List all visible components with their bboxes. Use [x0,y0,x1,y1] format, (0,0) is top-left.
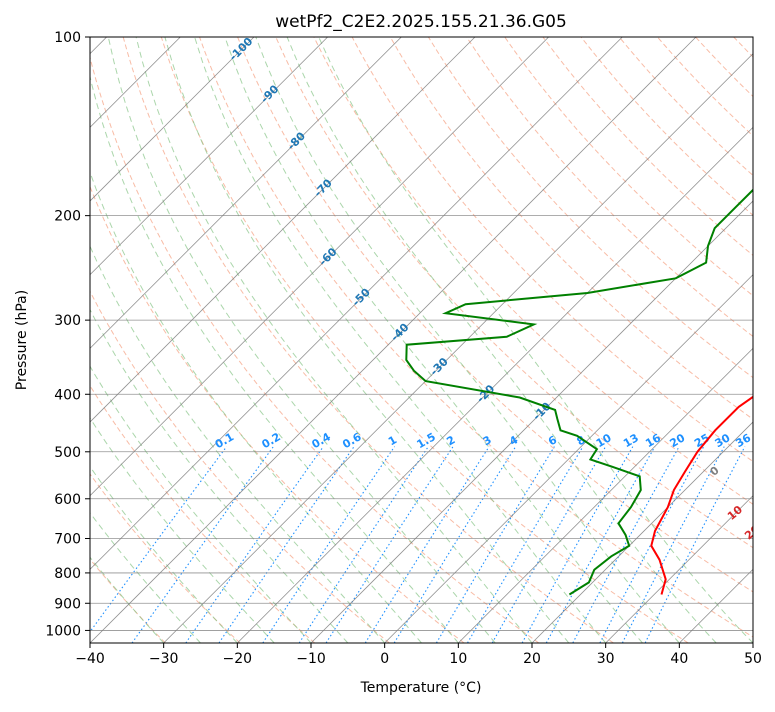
dry-adiabat-label: -100 [227,35,256,64]
y-tick-label: 1000 [45,623,81,639]
dry-adiabat-line [734,37,775,643]
isotherm-line [679,37,775,643]
dry-adiabat-line [314,37,775,643]
isotherm-line [532,37,775,643]
moist-adiabat-label: 40 [771,590,775,610]
x-axis-label: Temperature (°C) [360,680,482,696]
isotherm-line [237,37,775,643]
background-lines [0,37,775,643]
y-tick-label: 400 [54,387,81,403]
isotherm-line [16,37,622,643]
dry-adiabat-line [9,37,390,643]
x-tick-label: 10 [449,651,467,667]
mixing-ratio-label: 0.2 [260,430,283,451]
mixing-ratio-label: 0.1 [213,430,236,451]
dry-adiabat-label: -40 [388,320,411,343]
mixing-ratio-line [436,447,554,643]
mixing-ratio-line [394,447,516,643]
mixing-ratio-line [365,447,489,643]
mixing-ratio-line [82,447,227,643]
x-tick-label: −40 [75,651,105,667]
mixing-ratio-label: 1 [386,433,399,448]
dry-adiabat-line [390,37,775,643]
y-tick-label: 600 [54,492,81,508]
y-tick-label: 800 [54,566,81,582]
y-tick-label: 900 [54,596,81,612]
mixing-ratio-label: 13 [621,431,641,450]
mixing-ratio-line [645,447,745,643]
y-tick-label: 300 [54,313,81,329]
dry-adiabat-line [428,37,775,643]
dry-adiabat-label: -90 [258,82,281,105]
mixing-ratio-line [186,447,323,643]
dry-adiabat-label: -50 [350,285,373,308]
dry-adiabat-line [276,37,775,643]
isotherm-line [385,37,775,643]
dry-adiabat-label: -70 [312,176,335,199]
mixing-ratio-label: 16 [643,431,663,450]
moist-adiabat-label: 20 [742,522,762,542]
moist-adiabat-label: 0 [707,464,721,479]
temperature-line [651,37,775,595]
dry-adiabat-line [467,37,775,643]
isotherm-line [0,37,401,643]
mixing-ratio-label: 2 [444,433,457,448]
moist-adiabat-line [5,158,311,643]
moist-adiabat-label: 10 [725,503,745,523]
dry-adiabat-label: -80 [285,129,308,152]
dry-adiabat-line [657,37,775,643]
chart-title: wetPf2_C2E2.2025.155.21.36.G05 [275,12,567,32]
dry-adiabat-line [0,37,315,643]
x-tick-label: 20 [523,651,541,667]
mixing-ratio-label: 3 [481,433,494,448]
mixing-ratio-label: 30 [713,431,733,450]
moist-adiabat-line [287,37,716,643]
y-tick-label: 100 [54,30,81,46]
mixing-ratio-label: 20 [667,431,687,450]
moist-adiabat-line [165,37,569,643]
y-tick-label: 500 [54,445,81,461]
dry-adiabat-line [696,37,775,643]
dry-adiabat-label: -60 [316,245,339,268]
x-tick-label: 30 [597,651,615,667]
mixing-ratio-label: 36 [733,431,753,450]
x-tick-label: 40 [670,651,688,667]
isotherm-line [0,37,328,643]
moist-adiabat-line [108,37,495,643]
isotherm-line [311,37,775,643]
x-tick-label: −30 [149,651,179,667]
mixing-ratio-line [219,447,354,643]
x-tick-label: 0 [380,651,389,667]
mixing-ratio-label: 6 [546,433,559,448]
x-tick-label: −20 [223,651,253,667]
y-tick-label: 700 [54,532,81,548]
isotherm-line [0,37,254,643]
x-tick-label: −10 [296,651,326,667]
dry-adiabat-line [352,37,775,643]
mixing-ratio-line [263,447,395,643]
moist-adiabat-label: 30 [754,562,774,582]
dry-adiabat-line [161,37,688,643]
dry-adiabat-line [505,37,775,643]
mixing-ratio-line [468,447,583,643]
y-tick-label: 200 [54,209,81,225]
x-tick-label: 50 [744,651,762,667]
dry-adiabat-line [543,37,775,643]
dry-adiabat-line [581,37,775,643]
mixing-ratio-label: 0.6 [340,430,364,451]
dry-adiabat-line [238,37,775,643]
mixing-ratio-label: 1.5 [415,430,438,451]
moist-adiabat-line [0,189,237,644]
mixing-ratio-label: 0.4 [309,430,333,451]
y-axis-label: Pressure (hPa) [14,290,30,390]
mixing-ratio-line [522,447,633,643]
isotherm-line [753,37,775,643]
moist-adiabat-line [65,84,422,643]
